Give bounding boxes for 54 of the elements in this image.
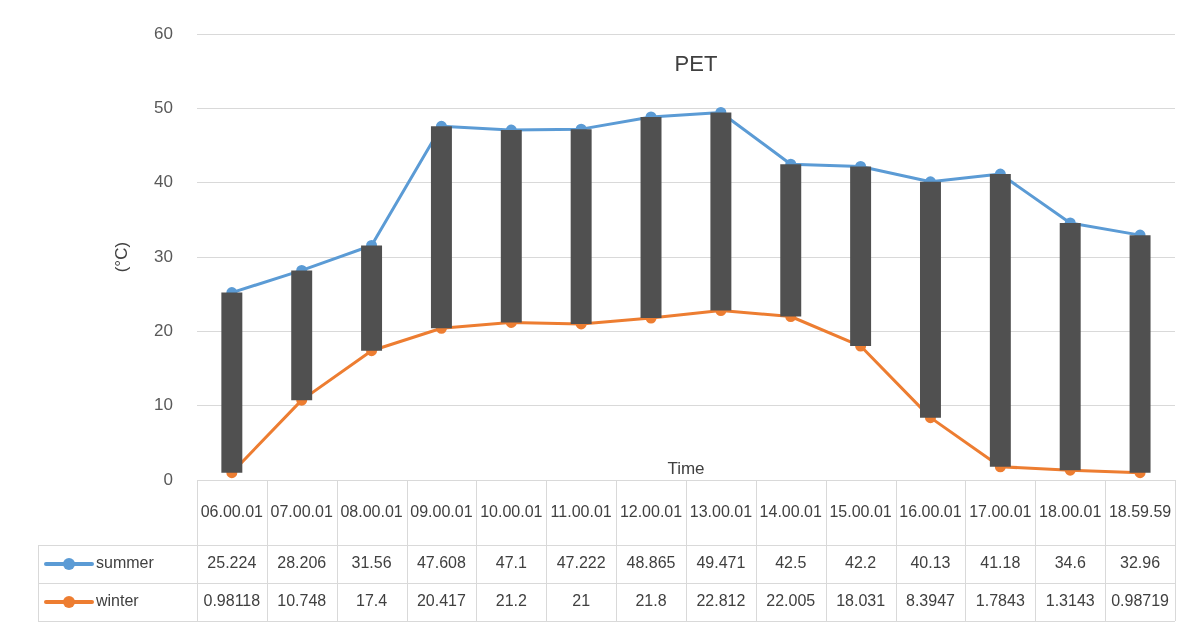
data-label: 1.7843	[975, 592, 1025, 610]
x-tick-label: 15.00.01	[829, 502, 892, 520]
x-tick-label: 09.00.01	[410, 502, 473, 520]
y-tick-label: 0	[163, 469, 173, 489]
data-label: 0.98118	[203, 592, 261, 610]
x-tick-label: 17.00.01	[969, 502, 1032, 520]
x-tick-label: 13.00.01	[689, 502, 753, 520]
y-tick-label: 20	[153, 321, 173, 341]
text: PET	[674, 51, 718, 77]
data-label: 25.224	[207, 554, 257, 572]
data-label: 47.222	[556, 554, 606, 572]
y-tick-label: 10	[153, 395, 173, 415]
legend-label: summer	[96, 554, 155, 572]
data-label: 40.13	[910, 554, 951, 572]
data-label: 34.6	[1054, 554, 1086, 572]
data-label: 47.608	[416, 554, 466, 572]
data-label: 48.865	[626, 554, 676, 572]
y-axis-title: (°C)	[111, 241, 131, 273]
data-label: 22.812	[696, 592, 746, 610]
data-label: 42.2	[845, 554, 877, 572]
data-label: 0.98719	[1111, 592, 1170, 610]
x-tick-label: 10.00.01	[480, 502, 543, 520]
x-tick-label: 06.00.01	[200, 502, 264, 520]
data-label: 10.748	[277, 592, 327, 610]
x-tick-label: 08.00.01	[340, 502, 403, 520]
data-label: 1.3143	[1045, 592, 1095, 610]
x-tick-label: 07.00.01	[270, 502, 333, 520]
x-tick-label: 12.00.01	[619, 502, 683, 520]
data-label: 21.8	[635, 592, 667, 610]
data-label: 21	[572, 592, 591, 610]
data-label: 20.417	[416, 592, 466, 610]
data-label: 47.1	[495, 554, 527, 572]
data-label: 32.96	[1120, 554, 1161, 572]
data-label: 31.56	[351, 554, 392, 572]
data-label: 42.5	[775, 554, 807, 572]
x-tick-label: 18.00.01	[1039, 502, 1102, 520]
y-tick-label: 40	[153, 172, 173, 192]
x-tick-label: 18.59.59	[1108, 502, 1172, 520]
data-label: 18.031	[836, 592, 886, 610]
x-tick-label: 11.00.01	[550, 502, 612, 520]
x-tick-label: 16.00.01	[899, 502, 962, 520]
y-tick-label: 50	[153, 98, 173, 118]
data-label: 41.18	[980, 554, 1021, 572]
data-label: 28.206	[277, 554, 327, 572]
y-tick-label: 60	[153, 23, 173, 43]
x-tick-label: 14.00.01	[759, 502, 822, 520]
y-tick-label: 30	[153, 246, 173, 266]
data-label: 8.3947	[906, 592, 956, 610]
data-label: 17.4	[356, 592, 388, 610]
x-axis-title: Time	[667, 458, 705, 478]
data-label: 49.471	[696, 554, 746, 572]
data-label: 22.005	[766, 592, 816, 610]
legend-label: winter	[95, 592, 140, 610]
data-label: 21.2	[495, 592, 527, 610]
